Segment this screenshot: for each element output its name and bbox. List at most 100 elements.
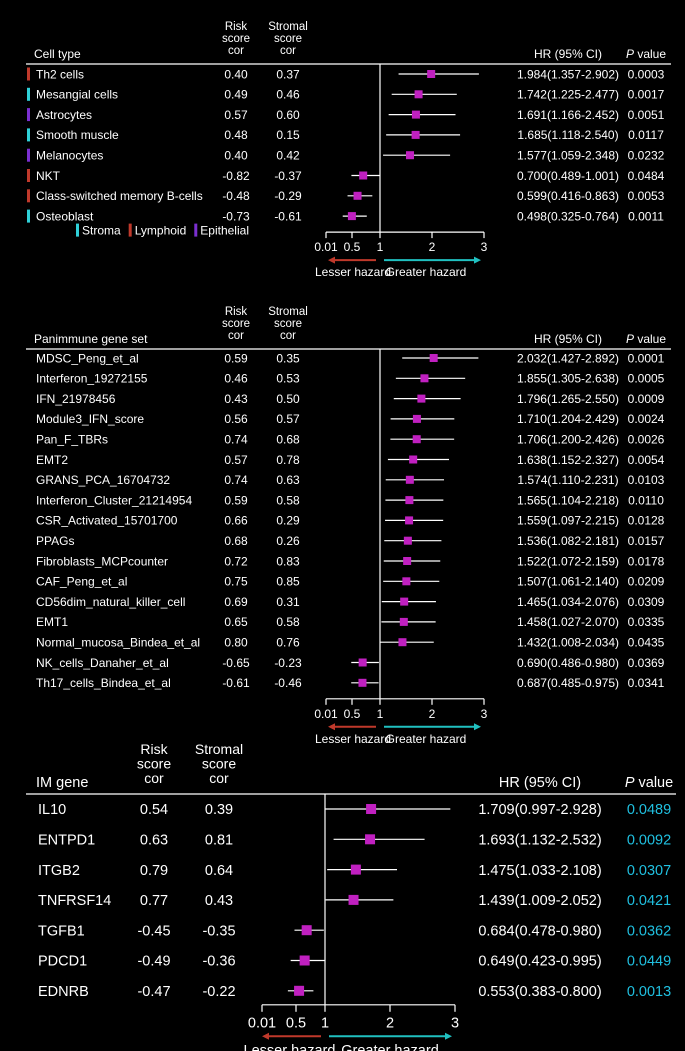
risk-score-cor: 0.57 — [224, 453, 248, 467]
p-value: 0.0003 — [628, 67, 665, 81]
p-value: 0.0026 — [628, 433, 665, 447]
hr-marker — [412, 414, 421, 423]
hr-marker — [403, 557, 412, 565]
stromal-score-cor: -0.46 — [274, 676, 302, 690]
legend-label-stroma: Stroma — [82, 223, 121, 237]
risk-header-line: cor — [228, 45, 244, 57]
risk-score-cor: 0.49 — [224, 88, 248, 102]
p-value-column-header: P value — [626, 332, 666, 346]
group-color-bar — [27, 209, 30, 223]
p-value: 0.0011 — [628, 209, 664, 223]
row-label: Class-switched memory B-cells — [36, 189, 203, 203]
p-value: 0.0110 — [628, 493, 664, 507]
tick-label: 0.5 — [286, 1015, 306, 1031]
hr-ci-text: 2.032(1.427-2.892) — [517, 351, 619, 365]
hr-ci-text: 0.599(0.416-0.863) — [517, 189, 619, 203]
risk-score-cor: 0.40 — [224, 67, 248, 81]
hr-marker — [348, 894, 359, 905]
lesser-hazard-label: Lesser hazard — [315, 265, 391, 279]
stromal-score-cor: 0.64 — [205, 863, 233, 879]
stromal-score-cor: -0.36 — [202, 954, 235, 970]
risk-header-line: cor — [228, 330, 244, 342]
greater-hazard-label: Greater hazard — [341, 1043, 439, 1051]
stromal-score-cor: -0.35 — [202, 923, 235, 939]
stromal-score-cor: 0.60 — [276, 108, 300, 122]
row-label: Normal_mucosa_Bindea_et_al — [36, 636, 200, 650]
stromal-score-cor: 0.83 — [276, 554, 300, 568]
row-label: EMT2 — [36, 453, 68, 467]
hr-ci-text: 1.432(1.008-2.034) — [517, 636, 619, 650]
stromal-score-cor: 0.53 — [276, 372, 300, 386]
stromal-score-cor: 0.57 — [276, 412, 300, 426]
hr-marker — [405, 496, 414, 505]
hr-marker — [405, 516, 414, 525]
hr-ci-text: 1.984(1.357-2.902) — [517, 67, 619, 81]
group-color-bar — [27, 169, 30, 182]
p-rest: value — [634, 332, 666, 346]
hr-ci-text: 0.690(0.486-0.980) — [517, 656, 619, 670]
stromal-score-cor: 0.31 — [276, 595, 300, 609]
stromal-score-cor: 0.35 — [276, 351, 300, 365]
tick-label: 0.01 — [314, 707, 338, 721]
row-label: MDSC_Peng_et_al — [36, 351, 139, 365]
greater-hazard-label: Greater hazard — [386, 265, 467, 279]
row-label: PPAGs — [36, 534, 74, 548]
p-value: 0.0178 — [628, 554, 665, 568]
tick-label: 2 — [386, 1015, 394, 1031]
risk-score-cor: 0.65 — [224, 615, 248, 629]
x-axis: 0.01 0.5 1 2 3 Lesser hazard Greater hazard — [244, 1004, 459, 1051]
stromal-score-cor: 0.37 — [276, 67, 300, 81]
row-label: Th17_cells_Bindea_et_al — [36, 676, 171, 690]
risk-score-cor: 0.40 — [224, 149, 248, 163]
stromal-score-cor: -0.61 — [274, 209, 302, 223]
row-label: EDNRB — [38, 984, 89, 1000]
row-label: Osteoblast — [36, 209, 94, 223]
lesser-hazard-arrowhead — [328, 256, 335, 264]
tick-label: 3 — [451, 1015, 459, 1031]
tick-label: 3 — [481, 240, 488, 254]
stromal-score-cor: 0.81 — [205, 833, 233, 849]
risk-score-cor: 0.69 — [224, 595, 248, 609]
hr-ci-text: 0.649(0.423-0.995) — [478, 954, 601, 970]
risk-score-cor: -0.73 — [222, 209, 250, 223]
row-label: NKT — [36, 169, 61, 183]
greater-hazard-arrowhead — [474, 256, 481, 264]
risk-score-cor: -0.47 — [137, 984, 170, 1000]
group-color-bar — [27, 148, 30, 162]
label-column-header: IM gene — [36, 775, 88, 791]
stromal-score-cor: 0.42 — [276, 149, 300, 163]
risk-score-cor: 0.77 — [140, 893, 168, 909]
stromal-score-cor: 0.46 — [276, 88, 300, 102]
tick-label: 1 — [377, 240, 384, 254]
row-label: CSR_Activated_15701700 — [36, 514, 178, 528]
stromal-header-line: score — [274, 33, 302, 45]
risk-header-line: Risk — [225, 306, 248, 318]
legend-label-lymphoid: Lymphoid — [135, 223, 187, 237]
risk-score-cor: 0.57 — [224, 108, 248, 122]
p-italic: P — [626, 47, 634, 61]
risk-score-cor: 0.74 — [224, 473, 248, 487]
tick-label: 0.5 — [344, 240, 361, 254]
hr-ci-text: 1.710(1.204-2.429) — [517, 412, 619, 426]
hr-ci-text: 0.687(0.485-0.975) — [517, 676, 619, 690]
risk-header-line: cor — [144, 770, 164, 786]
p-value: 0.0005 — [628, 372, 665, 386]
risk-score-cor: 0.59 — [224, 493, 248, 507]
stromal-score-cor: 0.39 — [205, 802, 233, 818]
p-value: 0.0307 — [627, 863, 671, 879]
stromal-header-line: Stromal — [195, 741, 243, 757]
hr-marker — [294, 985, 305, 996]
p-value: 0.0484 — [628, 169, 665, 183]
stromal-score-cor: -0.29 — [274, 189, 302, 203]
hr-marker — [406, 151, 415, 160]
hr-marker — [427, 70, 436, 78]
row-label: PDCD1 — [38, 954, 87, 970]
hr-marker — [366, 804, 377, 814]
legend-swatch-stroma — [76, 223, 79, 237]
p-value: 0.0309 — [628, 595, 665, 609]
p-value: 0.0024 — [628, 412, 665, 426]
hr-ci-text: 1.458(1.027-2.070) — [517, 615, 619, 629]
greater-hazard-arrowhead — [474, 723, 481, 731]
hr-marker — [400, 597, 409, 606]
